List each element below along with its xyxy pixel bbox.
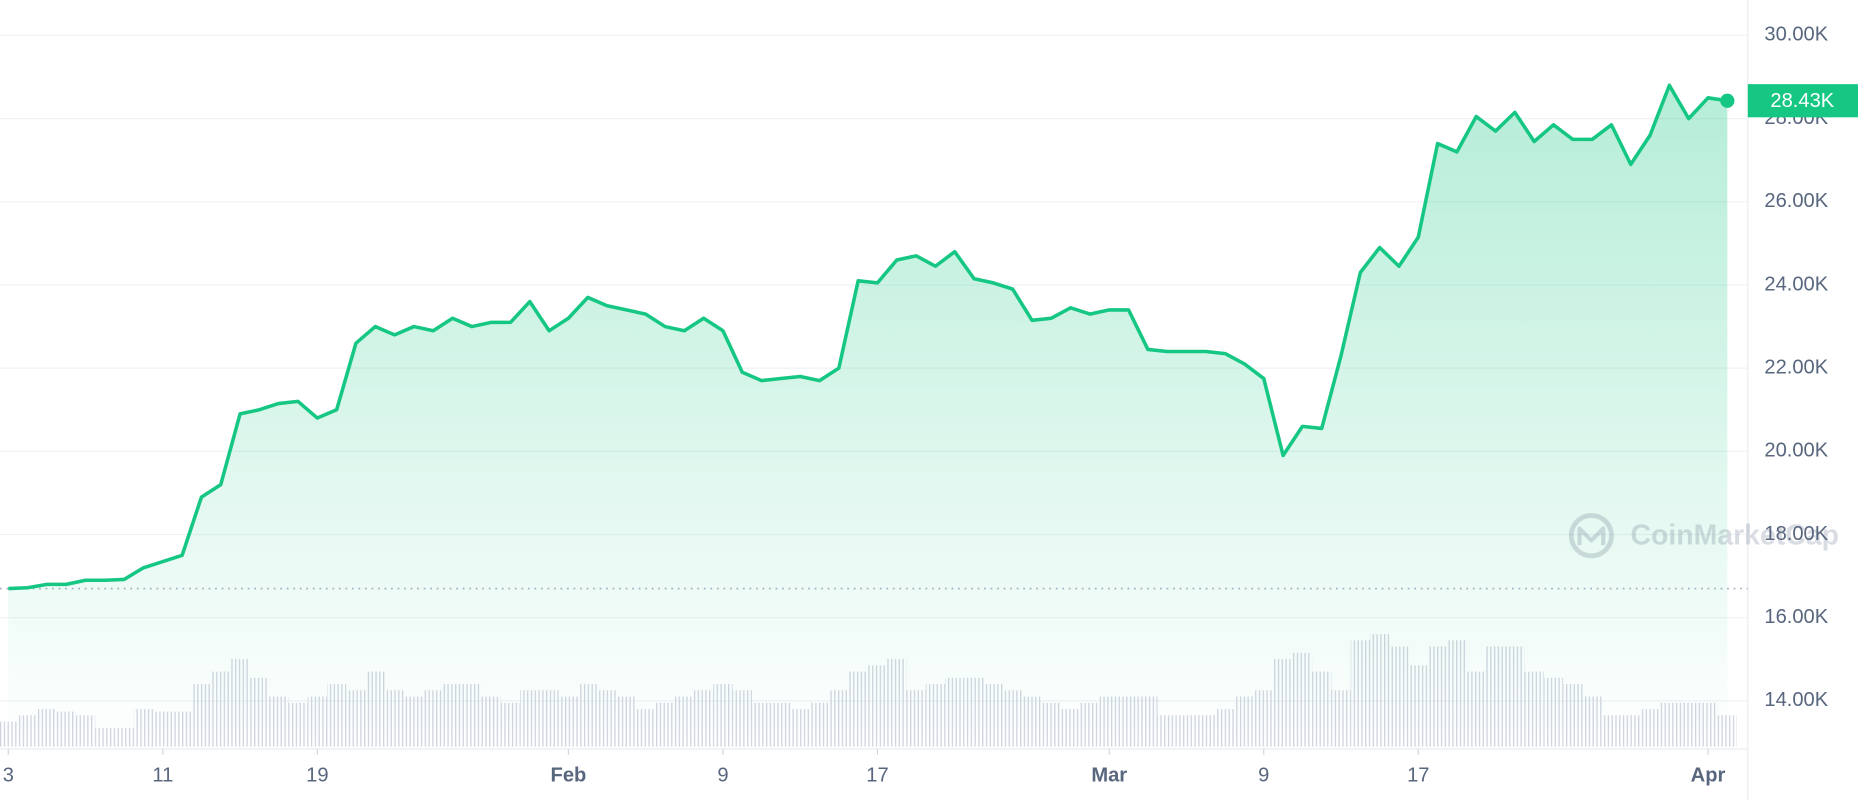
- price-area: [8, 85, 1728, 747]
- y-tick-label: 26.00K: [1764, 190, 1828, 212]
- y-tick-label: 16.00K: [1764, 606, 1828, 628]
- y-tick-label: 30.00K: [1764, 24, 1828, 46]
- x-tick-label: 9: [717, 765, 728, 787]
- price-badge-label: 28.43K: [1770, 90, 1834, 112]
- y-tick-label: 22.00K: [1764, 356, 1828, 378]
- y-tick-label: 18.00K: [1764, 523, 1828, 545]
- watermark: CoinMarketCap: [1568, 513, 1839, 559]
- x-tick-label: Mar: [1091, 765, 1127, 787]
- x-tick-label: Apr: [1691, 765, 1726, 787]
- last-price-dot: [1720, 93, 1735, 108]
- y-tick-label: 20.00K: [1764, 440, 1828, 462]
- x-tick-label: 3: [3, 765, 14, 787]
- x-tick-label: 17: [866, 765, 888, 787]
- x-tick-label: Feb: [551, 765, 587, 787]
- x-tick-label: 19: [306, 765, 328, 787]
- y-tick-label: 14.00K: [1764, 689, 1828, 711]
- y-tick-label: 24.00K: [1764, 273, 1828, 295]
- price-badge: [1747, 84, 1858, 118]
- x-tick-label: 9: [1258, 765, 1269, 787]
- watermark-text: CoinMarketCap: [1630, 519, 1838, 551]
- plot-layer: [0, 0, 1749, 800]
- x-tick-label: 17: [1407, 765, 1429, 787]
- x-tick-label: 11: [152, 765, 173, 787]
- price-line: [8, 83, 1728, 591]
